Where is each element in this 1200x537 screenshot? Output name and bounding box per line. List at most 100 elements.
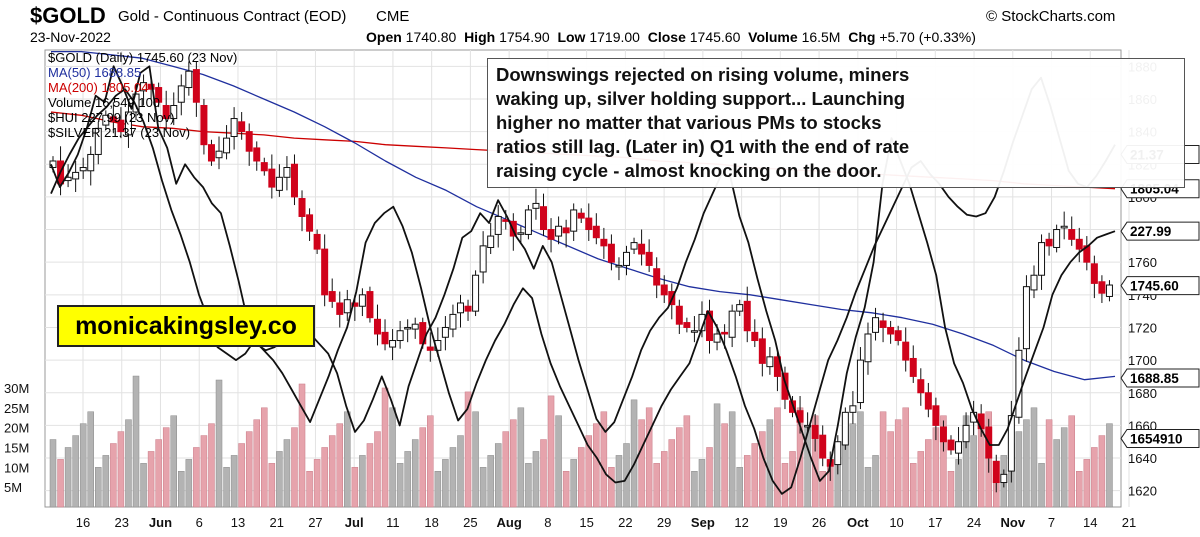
gold-candle xyxy=(902,341,910,361)
gold-candle xyxy=(72,171,80,180)
gold-candle xyxy=(223,137,231,154)
volume-bar xyxy=(1038,463,1045,508)
gold-candle xyxy=(1060,225,1068,229)
volume-bar xyxy=(645,407,653,508)
volume-bar xyxy=(570,459,577,508)
volume-bar xyxy=(291,427,298,508)
gold-candle xyxy=(653,268,661,286)
gold-candle xyxy=(117,119,125,133)
gold-candle xyxy=(856,359,864,404)
gold-candle xyxy=(162,104,170,120)
ohlc-summary: Open 1740.80 High 1754.90 Low 1719.00 Cl… xyxy=(366,29,976,45)
high-value: 1754.90 xyxy=(499,29,550,45)
volume-label: Volume xyxy=(748,29,798,45)
volume-bar xyxy=(857,411,864,508)
gold-candle xyxy=(192,69,200,103)
gold-candles xyxy=(49,61,1113,493)
gold-candle xyxy=(947,439,955,451)
gold-candle xyxy=(1105,284,1113,297)
volume-bar xyxy=(1106,423,1113,508)
gold-candle xyxy=(1090,263,1098,284)
price-tick-label: 1720 xyxy=(1128,320,1157,335)
volume-bar xyxy=(178,471,185,508)
time-tick-label: 14 xyxy=(1083,515,1097,530)
gold-candle xyxy=(766,356,774,368)
legend-entry: $GOLD (Daily) 1745.60 (23 Nov) xyxy=(48,50,237,65)
volume-bar xyxy=(706,447,713,508)
volume-bar xyxy=(577,447,585,508)
price-tag: 1745.60 xyxy=(1120,276,1200,296)
volume-bar xyxy=(510,419,517,508)
time-tick-label: 6 xyxy=(196,515,203,530)
volume-bar xyxy=(683,415,691,508)
volume-bar xyxy=(864,467,872,508)
volume-bar xyxy=(389,407,396,508)
gold-candle xyxy=(675,305,683,325)
gold-candle xyxy=(275,176,283,191)
volume-bar xyxy=(721,423,728,508)
gold-candle xyxy=(592,225,600,239)
time-tick-label: 7 xyxy=(1048,515,1055,530)
gold-candle xyxy=(623,251,631,266)
volume-bar xyxy=(449,447,457,508)
gold-candle xyxy=(841,411,849,446)
gold-candle xyxy=(834,441,842,466)
time-tick-label: 17 xyxy=(928,515,942,530)
volume-bar xyxy=(1060,427,1068,508)
volume-tick-label: 5M xyxy=(4,480,22,495)
gold-candle xyxy=(1045,238,1053,247)
gold-candle xyxy=(1030,274,1038,291)
volume-bar xyxy=(147,451,155,508)
price-tag-label: 1745.60 xyxy=(1130,279,1179,294)
annotation-line: Downswings rejected on rising volume, mi… xyxy=(496,64,910,85)
volume-bar xyxy=(49,439,57,508)
gold-candle xyxy=(177,85,185,103)
gold-candle xyxy=(721,331,729,335)
volume-bar xyxy=(472,411,479,508)
volume-bar xyxy=(630,399,638,508)
volume-bar xyxy=(502,431,510,508)
volume-bar xyxy=(64,447,72,508)
gold-candle xyxy=(306,214,314,232)
volume-bar xyxy=(623,443,630,508)
instrument-name: Gold - Continuous Contract (EOD) xyxy=(118,8,347,25)
volume-bar xyxy=(328,435,336,508)
gold-candle xyxy=(736,304,744,312)
gold-candle xyxy=(1075,238,1083,250)
gold-candle xyxy=(79,167,87,172)
chg-label: Chg xyxy=(848,29,876,45)
gold-candle xyxy=(290,163,298,198)
volume-bar xyxy=(321,447,328,508)
price-tick-label: 1760 xyxy=(1128,255,1157,270)
time-tick-label: 27 xyxy=(308,515,322,530)
time-tick-label: Nov xyxy=(1000,515,1025,530)
gold-candle xyxy=(683,322,691,328)
volume-bar xyxy=(185,459,193,508)
price-tag-box xyxy=(1120,221,1200,241)
volume-bar xyxy=(245,431,253,508)
volume-bar xyxy=(102,455,110,508)
gold-candle xyxy=(102,114,110,126)
open-value: 1740.80 xyxy=(405,29,457,45)
gold-candle xyxy=(690,330,698,333)
volume-bar xyxy=(555,415,562,508)
gold-candle xyxy=(932,405,940,426)
volume-bar xyxy=(759,431,766,508)
gold-candle xyxy=(245,131,253,152)
volume-bar xyxy=(1076,471,1083,508)
volume-bar xyxy=(728,411,736,508)
time-tick-label: 15 xyxy=(579,515,593,530)
gold-candle xyxy=(94,127,102,155)
gold-candle xyxy=(404,326,412,330)
gold-candle xyxy=(298,198,306,217)
volume-tick-label: 20M xyxy=(4,421,29,436)
volume-bar xyxy=(600,411,608,508)
gold-candle xyxy=(426,346,434,351)
gold-candle xyxy=(781,372,789,400)
price-tag-box xyxy=(1120,368,1200,388)
price-tick-label: 1620 xyxy=(1128,484,1157,499)
volume-bar xyxy=(170,415,177,508)
volume-bar xyxy=(494,443,502,508)
volume-bar xyxy=(917,451,925,508)
